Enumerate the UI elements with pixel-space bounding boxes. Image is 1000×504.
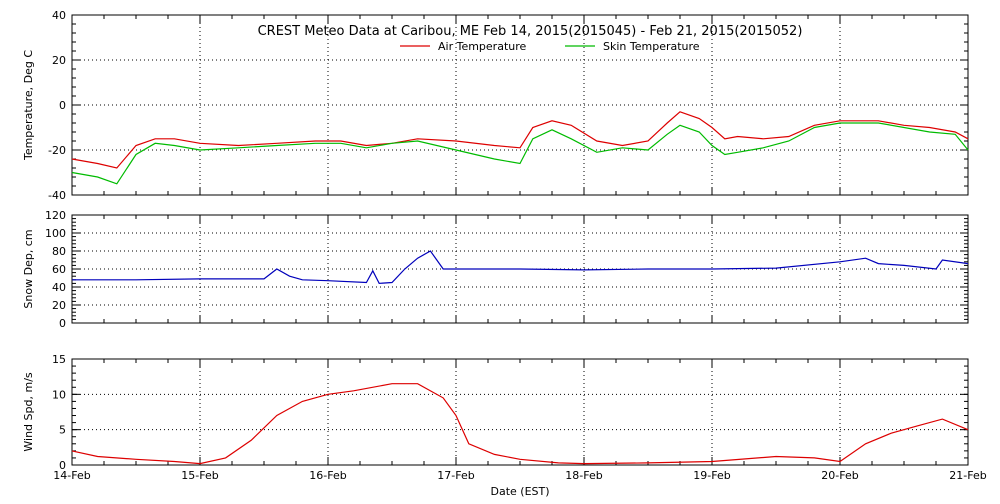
x-tick-label: 16-Feb <box>309 469 346 482</box>
x-tick-label: 15-Feb <box>181 469 218 482</box>
y-tick-label: 40 <box>52 9 66 22</box>
panel-1: 40 20 0 -20 -40 Temperature, Deg C Air Tempera… <box>22 9 969 202</box>
panel-3: 15 10 5 0 Wind Spd, m/s <box>22 353 969 472</box>
x-tick-label: 20-Feb <box>821 469 858 482</box>
y-axis-label: Snow Dep, cm <box>22 229 35 308</box>
series-line-skin-temperature <box>71 122 969 185</box>
y-tick-label: 60 <box>52 263 66 276</box>
y-tick-label: 40 <box>52 281 66 294</box>
series-line-3-1 <box>71 383 969 465</box>
y-tick-label: 20 <box>52 54 66 67</box>
x-tick-label: 17-Feb <box>437 469 474 482</box>
x-tick-label: 14-Feb <box>53 469 90 482</box>
panels-group: 40 20 0 -20 -40 Temperature, Deg C Air Tempera… <box>22 9 987 482</box>
y-tick-label: 10 <box>52 388 66 401</box>
y-tick-label: 5 <box>59 424 66 437</box>
plot-frame <box>71 358 969 466</box>
y-axis-label: Wind Spd, m/s <box>22 372 35 452</box>
y-axis-label: Temperature, Deg C <box>22 50 35 161</box>
x-tick-label: 21-Feb <box>949 469 986 482</box>
x-axis-label: Date (EST) <box>490 485 549 498</box>
series-line-2-1 <box>72 250 969 285</box>
legend-entry: Air Temperature <box>438 40 527 53</box>
series-line-air-temperature <box>71 111 969 169</box>
x-tick-label: 18-Feb <box>565 469 602 482</box>
y-tick-label: 20 <box>52 299 66 312</box>
panel-2: 120 100 80 60 40 20 0 Snow Dep, cm <box>22 209 969 330</box>
y-tick-label: 0 <box>59 99 66 112</box>
y-tick-label: 15 <box>52 353 66 366</box>
y-tick-label: 0 <box>59 459 66 472</box>
y-tick-label: 120 <box>45 209 66 222</box>
y-tick-label: -20 <box>48 144 66 157</box>
x-tick-label: 19-Feb <box>693 469 730 482</box>
legend-entry: Skin Temperature <box>603 40 700 53</box>
y-tick-label: 80 <box>52 245 66 258</box>
y-tick-label: 0 <box>59 317 66 330</box>
chart-title: CREST Meteo Data at Caribou, ME Feb 14, … <box>258 24 803 39</box>
y-tick-label: -40 <box>48 189 66 202</box>
y-tick-label: 100 <box>45 227 66 240</box>
